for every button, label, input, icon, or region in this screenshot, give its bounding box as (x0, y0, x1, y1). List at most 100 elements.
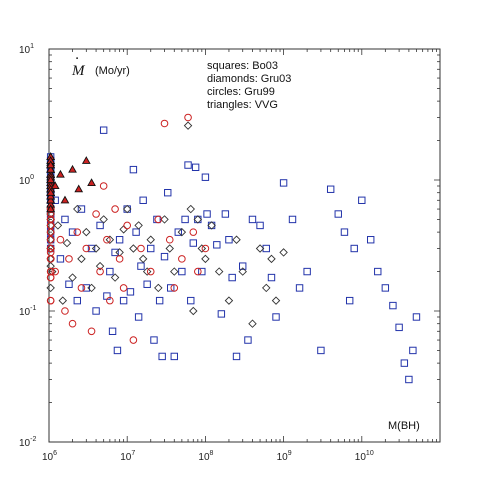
point-diamond (207, 221, 216, 230)
point-square (381, 284, 390, 292)
point-square (228, 273, 236, 282)
point-triangle (87, 178, 96, 186)
point-square (184, 161, 192, 169)
point-square (119, 296, 128, 305)
point-square (147, 244, 155, 253)
point-diamond (189, 306, 198, 316)
point-square (272, 313, 280, 321)
x-axis-label: M(BH) (388, 420, 420, 432)
legend-entry-triangles: triangles: VVG (207, 99, 278, 111)
point-diamond (214, 267, 224, 276)
y-tick-label: 10-2 (19, 436, 36, 449)
point-square (178, 267, 186, 276)
point-square (213, 241, 221, 249)
point-circle (178, 255, 186, 263)
point-circle (115, 255, 124, 263)
point-circle (119, 284, 128, 292)
point-diamond (165, 244, 174, 253)
legend-entry-squares: squares: Bo03 (207, 60, 278, 72)
point-diamond (160, 215, 169, 224)
point-square (167, 284, 175, 292)
x-tick-label: 109 (277, 450, 292, 463)
point-diamond (248, 319, 257, 328)
point-circle (184, 113, 192, 122)
point-triangle (46, 160, 56, 169)
point-square (96, 221, 104, 230)
point-square (181, 215, 189, 224)
x-tick-label: 106 (42, 450, 57, 463)
point-diamond (138, 254, 148, 264)
point-square (123, 205, 131, 213)
y-tick-label: 101 (19, 43, 34, 56)
point-diamond (197, 244, 207, 253)
point-circle (87, 327, 96, 336)
point-diamond (232, 235, 241, 244)
point-square (191, 163, 200, 172)
point-square (412, 313, 421, 321)
point-square (239, 262, 247, 270)
point-square (174, 228, 182, 236)
point-square (68, 228, 77, 236)
point-circle (46, 255, 55, 263)
point-diamond (186, 204, 196, 214)
point-square (143, 280, 151, 288)
y-axis-label-dot: · (75, 51, 79, 67)
point-diamond (193, 215, 203, 224)
point-square (150, 336, 158, 344)
point-diamond (177, 227, 187, 237)
point-diamond (68, 273, 77, 282)
point-square (194, 215, 202, 224)
point-square (77, 205, 86, 213)
point-square (317, 346, 325, 355)
y-tick-label: 100 (19, 174, 34, 187)
point-square (405, 375, 413, 384)
point-square (129, 165, 138, 174)
point-triangle (68, 164, 77, 173)
point-circle (201, 244, 210, 253)
point-diamond (105, 235, 115, 244)
point-square (203, 210, 211, 218)
point-square (232, 352, 241, 361)
point-diamond (122, 204, 132, 214)
point-circle (165, 235, 174, 244)
point-square (225, 236, 233, 244)
point-square (244, 336, 252, 344)
point-square (99, 126, 108, 134)
x-tick-label: 108 (198, 450, 213, 463)
point-circle (46, 235, 55, 244)
point-square (115, 236, 124, 244)
point-circle (46, 215, 55, 224)
point-circle (46, 244, 55, 253)
axis-ticks: 106 107 108 109 1010 10-2 10-1 100 101 (19, 43, 440, 463)
point-square (137, 262, 145, 270)
point-circle (194, 267, 202, 276)
data-points (46, 113, 421, 384)
point-square (65, 280, 73, 288)
point-square (367, 236, 375, 244)
point-diamond (119, 225, 128, 234)
point-circle (46, 273, 55, 282)
point-circle (73, 228, 82, 236)
point-diamond (77, 254, 86, 264)
point-square (389, 301, 397, 310)
point-square (217, 310, 226, 318)
point-square (132, 228, 140, 236)
point-square (221, 210, 230, 218)
point-circle (51, 267, 59, 276)
point-diamond (46, 283, 55, 293)
point-circle (99, 182, 108, 190)
point-circle (46, 221, 55, 230)
point-square (248, 215, 257, 224)
legend-entry-circles: circles: Gru99 (207, 86, 275, 98)
point-square (160, 252, 169, 261)
point-diamond (279, 248, 288, 257)
x-tick-label: 1010 (355, 450, 374, 463)
point-square (295, 284, 304, 292)
point-circle (170, 284, 179, 292)
point-square (73, 296, 81, 305)
point-diamond (73, 204, 82, 214)
point-diamond (87, 283, 96, 293)
point-diamond (146, 235, 155, 244)
point-diamond (115, 248, 124, 257)
